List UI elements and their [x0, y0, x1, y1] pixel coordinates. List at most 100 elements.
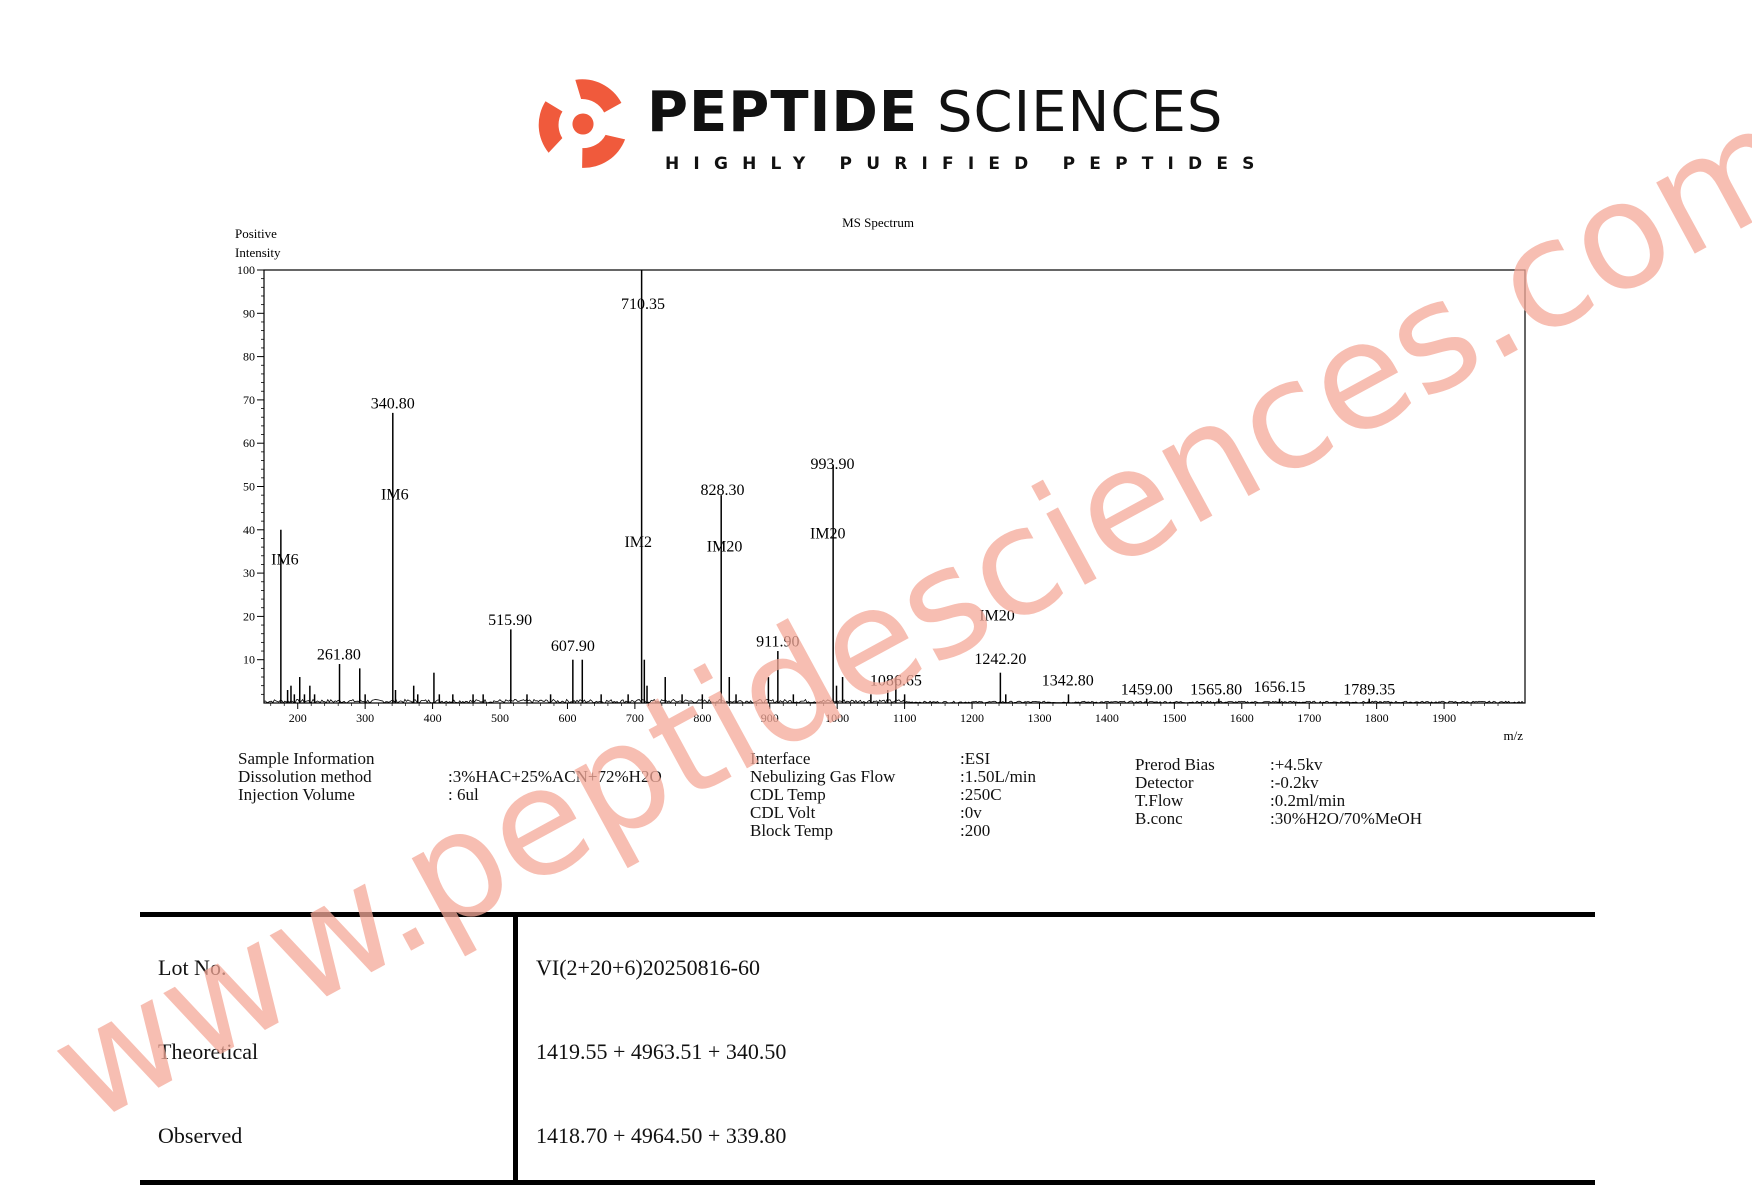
x-tick-label: 900	[761, 711, 779, 725]
brand-name-light: SCIENCES	[936, 80, 1224, 145]
y-tick-label: 40	[243, 523, 255, 537]
peak-label: IM2	[624, 534, 652, 551]
peak-label: IM20	[810, 525, 846, 542]
info-value: :1.50L/min	[960, 767, 1037, 786]
info-value: : 6ul	[448, 785, 479, 804]
info-value: :0.2ml/min	[1270, 791, 1346, 810]
x-tick-label: 1500	[1162, 711, 1186, 725]
table-divider	[513, 917, 518, 1180]
x-tick-label: 300	[356, 711, 374, 725]
info-label: Block Temp	[750, 821, 834, 840]
x-tick-label: 1600	[1230, 711, 1254, 725]
info-label: T.Flow	[1135, 791, 1184, 810]
y-tick-label: 80	[243, 350, 255, 364]
x-tick-label: 1300	[1027, 711, 1051, 725]
info-row: Injection Volume : 6ul	[238, 786, 698, 804]
y-tick-label: 70	[243, 393, 255, 407]
info-row: CDL Volt:0v	[750, 804, 1080, 822]
peak-label: 607.90	[551, 638, 595, 655]
info-row: T.Flow :0.2ml/min	[1135, 792, 1465, 810]
peak-label: 828.30	[701, 482, 745, 499]
info-label: Interface	[750, 749, 811, 768]
info-value: :200	[960, 821, 991, 840]
x-tick-label: 1100	[893, 711, 917, 725]
brand-name: PEPTIDE SCIENCES	[647, 80, 1223, 145]
x-tick-label: 1400	[1095, 711, 1119, 725]
info-value: :ESI	[960, 749, 991, 768]
peak-label: IM20	[707, 538, 743, 555]
y-tick-label: 10	[243, 653, 255, 667]
y-axis-label-line1: Positive	[235, 226, 277, 241]
peak-label: 1086.65	[870, 673, 922, 690]
peak-label: IM6	[381, 486, 409, 503]
ms-spectrum-chart: MS Spectrum Positive Intensity m/z 10 20 3…	[235, 215, 1526, 743]
peak-label: 1565.80	[1190, 681, 1242, 698]
brand-tagline: HIGHLY PURIFIED PEPTIDES	[665, 154, 1269, 174]
peak-label: IM6	[271, 551, 299, 568]
peak-labels: IM6 261.80 340.80 IM6 515.90 607.90 710.35 IM2 8…	[271, 296, 1395, 698]
brand-name-bold: PEPTIDE	[647, 80, 919, 145]
info-label: CDL Volt	[750, 803, 816, 822]
theoretical-label: Theoretical	[158, 1039, 259, 1064]
peak-label: 710.35	[621, 296, 665, 313]
peptide-sciences-swirl-logo-icon	[538, 79, 626, 168]
info-row: Dissolution method :3%HAC+25%ACN+72%H2O	[238, 768, 698, 786]
peak-label: 1789.35	[1343, 681, 1395, 698]
x-tick-label: 1700	[1297, 711, 1321, 725]
x-tick-label: 1000	[825, 711, 849, 725]
info-value: :-0.2kv	[1270, 773, 1319, 792]
sample-info-column-3: Prerod Bias:+4.5kv Detector:-0.2kv T.Flow:…	[1135, 756, 1465, 828]
y-tick-label: 100	[237, 263, 255, 277]
results-table: Lot No. VI(2+20+6)20250816-60 Theoretica…	[140, 912, 1595, 1185]
x-tick-label: 500	[491, 711, 509, 725]
sample-info-column-1: Sample Information Dissolution method :3%H…	[238, 750, 698, 804]
x-tick-label: 600	[558, 711, 576, 725]
peak-label: 1656.15	[1254, 679, 1306, 696]
info-row: Detector :-0.2kv	[1135, 774, 1465, 792]
spectrum-peaks	[280, 270, 1370, 703]
brand-logo: PEPTIDE SCIENCES HIGHLY PURIFIED PEPTIDE…	[535, 76, 1254, 176]
peak-label: 911.90	[756, 634, 799, 651]
info-label: Sample Information	[238, 749, 375, 768]
info-label: CDL Temp	[750, 785, 826, 804]
peak-label: 340.80	[371, 396, 415, 413]
lot-no-value: VI(2+20+6)20250816-60	[536, 955, 761, 980]
info-row: B.conc :30%H2O/70%MeOH	[1135, 810, 1465, 828]
info-value: :3%HAC+25%ACN+72%H2O	[448, 767, 662, 786]
info-label: B.conc	[1135, 809, 1183, 828]
y-tick-label: 50	[243, 480, 255, 494]
y-axis: 10 20 30 40 50 60 70 80 90 100	[237, 263, 264, 695]
info-label: Dissolution method	[238, 767, 372, 786]
info-row: Nebulizing Gas Flow :1.50L/min	[750, 768, 1080, 786]
x-axis-label: m/z	[1504, 728, 1524, 743]
peak-label: 1342.80	[1042, 673, 1094, 690]
info-label: Injection Volume	[238, 785, 355, 804]
y-tick-label: 30	[243, 566, 255, 580]
theoretical-value: 1419.55 + 4963.51 + 340.50	[536, 1039, 787, 1064]
y-tick-label: 60	[243, 436, 255, 450]
x-tick-label: 1200	[960, 711, 984, 725]
sample-info-column-2: Interface :ESI Nebulizing Gas Flow :1.50L/m…	[750, 750, 1080, 840]
info-value: :30%H2O/70%MeOH	[1270, 809, 1423, 828]
plot-frame	[263, 269, 1526, 704]
y-tick-label: 90	[243, 306, 255, 320]
info-value: :250C	[960, 785, 1002, 804]
info-row: CDL Temp :250C	[750, 786, 1080, 804]
y-tick-label: 20	[243, 609, 255, 623]
peak-label: 1459.00	[1121, 681, 1173, 698]
info-row: Sample Information	[238, 750, 698, 768]
x-tick-label: 700	[626, 711, 644, 725]
peak-label: 1242.20	[974, 651, 1026, 668]
lot-no-label: Lot No.	[158, 955, 227, 980]
info-label: Nebulizing Gas Flow	[750, 767, 896, 786]
info-row: Interface :ESI	[750, 750, 1080, 768]
info-label: Prerod Bias	[1135, 755, 1215, 774]
x-tick-label: 1800	[1365, 711, 1389, 725]
observed-label: Observed	[158, 1123, 243, 1148]
x-tick-label: 1900	[1432, 711, 1456, 725]
x-tick-label: 400	[424, 711, 442, 725]
x-axis: 200 300 400 500 600 700 800 900 1000 1100 1200 1300…	[270, 703, 1499, 725]
x-tick-label: 200	[289, 711, 307, 725]
info-row: Block Temp :200	[750, 822, 1080, 840]
info-label: Detector	[1135, 773, 1194, 792]
